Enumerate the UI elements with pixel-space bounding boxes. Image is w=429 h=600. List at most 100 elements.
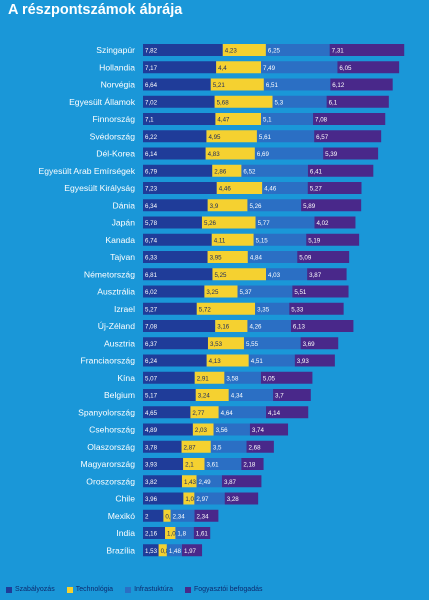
bar-segment (206, 354, 249, 367)
data-label: 1,61 (196, 531, 209, 538)
bar-segment (143, 544, 159, 557)
category-label: Brazília (106, 545, 135, 555)
data-label: 6,34 (145, 203, 158, 210)
bar-segment (143, 44, 223, 56)
bar-segment (143, 302, 197, 315)
data-label: 1,08 (185, 496, 198, 503)
data-label: 6,37 (145, 341, 158, 348)
data-label: 4,47 (217, 117, 230, 124)
category-label: Chile (115, 494, 135, 504)
bar-row: Németország 6,81 5,25 4,03 3,87 (84, 268, 347, 281)
bar-segment (207, 337, 244, 350)
data-label: 3,7 (275, 393, 284, 400)
bar-row: Norvégia 6,64 5,21 6,51 6,12 (101, 78, 393, 91)
bar-segment (306, 233, 360, 246)
data-label: 6,22 (145, 134, 158, 141)
bar-segment (143, 371, 195, 384)
data-label: 1,53 (145, 548, 158, 555)
bar-segment (255, 216, 315, 229)
data-label: 5,3 (275, 99, 284, 106)
data-label: 2,1 (185, 462, 194, 469)
data-label: 6,24 (145, 358, 158, 365)
bar-segment (224, 371, 261, 384)
data-label: 2,34 (197, 513, 210, 520)
data-label: 3,35 (257, 306, 270, 313)
bar-segment (165, 527, 176, 539)
bar-segment (201, 216, 256, 229)
bar-segment (204, 458, 242, 470)
bar-segment (248, 354, 295, 367)
bar-row: Oroszország 3,82 1,43 2,49 3,87 (86, 475, 262, 488)
data-label: 5,25 (214, 272, 227, 279)
data-label: 6,79 (145, 168, 158, 175)
data-label: 3,9 (210, 203, 219, 210)
data-label: 3,58 (226, 375, 239, 382)
bar-row: Új-Zéland 7,08 3,16 4,26 6,13 (98, 320, 354, 332)
data-label: 2,68 (249, 444, 262, 451)
bar-segment (143, 147, 206, 160)
category-label: Kanada (105, 235, 135, 245)
data-label: 5,51 (294, 289, 307, 296)
data-label: 6,14 (145, 151, 158, 158)
category-label: Magyarország (81, 459, 136, 469)
data-label: 7,08 (145, 324, 158, 331)
category-label: Svédország (90, 131, 136, 141)
bar-segment (307, 182, 362, 194)
bar-segment (207, 199, 248, 212)
data-label: 6,81 (145, 272, 158, 279)
bar-segment (262, 182, 308, 194)
data-label: 5,39 (325, 151, 338, 158)
bar-segment (143, 406, 191, 419)
bar-segment (228, 389, 274, 401)
bar-row: Chile 3,96 1,082,97 3,28 (115, 492, 259, 505)
data-label: 3,5 (213, 444, 222, 451)
data-label: 5,89 (303, 203, 316, 210)
data-label: 7,82 (145, 48, 158, 55)
bar-segment (243, 337, 301, 350)
data-label: 3,93 (297, 358, 310, 365)
bar-segment (261, 113, 314, 125)
bar-segment (272, 95, 327, 108)
data-label: 6,02 (145, 289, 158, 296)
legend-item: Fogyasztói befogadás (185, 586, 263, 593)
data-label: 3,16 (217, 324, 230, 331)
bar-segment (314, 216, 356, 229)
bar-segment (216, 61, 262, 74)
bar-segment (181, 475, 197, 488)
bar-segment (266, 406, 309, 419)
data-label: 5,09 (299, 255, 312, 262)
category-label: Oroszország (86, 476, 135, 486)
bar-segment (196, 475, 222, 488)
bar-segment (170, 509, 195, 522)
category-label: Japán (112, 218, 136, 228)
bar-segment (329, 44, 405, 56)
bar-segment (207, 251, 248, 263)
category-label: Egyesült Arab Emírségek (39, 166, 136, 176)
bar-segment (218, 406, 267, 419)
legend-swatch (185, 586, 191, 593)
data-label: 4,89 (145, 427, 158, 434)
data-label: 1,48 (169, 548, 182, 555)
data-label: 6,52 (243, 168, 256, 175)
bar-segment (246, 440, 274, 453)
data-label: 5,21 (213, 82, 226, 89)
data-label: 7,02 (145, 99, 158, 106)
data-label: 4,46 (219, 186, 232, 193)
bar-segment (143, 233, 212, 246)
category-label: Új-Zéland (98, 321, 135, 331)
bar-segment (292, 285, 349, 298)
data-label: 5,26 (204, 220, 217, 227)
data-label: 2,97 (196, 496, 209, 503)
category-label: Kína (117, 373, 135, 383)
data-label: 3,93 (145, 462, 158, 469)
bar-segment (143, 458, 184, 470)
data-label: 3,96 (145, 496, 158, 503)
bar-segment (290, 320, 354, 332)
bar-segment (143, 492, 184, 505)
data-label: 5,07 (145, 375, 158, 382)
data-label: 2,18 (243, 462, 256, 469)
bar-segment (263, 78, 331, 91)
data-label: 3,69 (303, 341, 316, 348)
legend-swatch (125, 586, 132, 593)
